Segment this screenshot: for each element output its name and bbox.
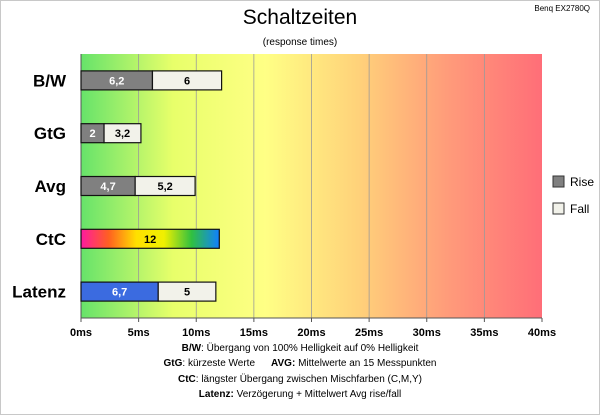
x-tick-label: 30ms [413,327,441,339]
footer-line-gtg-avg: GtG: kürzeste Werte AVG: Mittelwerte an 1… [0,358,600,369]
category-label: GtG [34,124,66,143]
bar-value-label: 2 [89,128,95,140]
legend-swatch-fall [552,202,565,215]
bar-value-label: 6 [184,75,190,87]
chart-title: Schaltzeiten [242,6,358,29]
x-tick-label: 0ms [70,327,92,339]
x-tick-label: 35ms [470,327,498,339]
category-label: B/W [33,71,67,90]
footer-gtg-text: : kürzeste Werte [182,358,256,369]
footer-latency-text: Verzögerung + Mittelwert Avg rise/fall [233,389,402,400]
fall-bar [134,175,196,197]
x-tick-label: 25ms [355,327,383,339]
legend-label-rise: Rise [570,175,594,189]
category-label: Avg [35,177,67,196]
chart-subtitle: (response times) [262,37,338,48]
footer-gtg-key: GtG [163,358,183,369]
x-tick-label: 40ms [528,327,556,339]
monitor-model: Benq EX2780Q [534,4,590,13]
legend-label-fall: Fall [570,202,589,216]
fall-bar [151,70,223,91]
footer-line-latency: Latenz: Verzögerung + Mittelwert Avg ris… [0,389,600,400]
footer-ctc-text: : längster Übergang zwischen Mischfarben… [195,374,422,385]
x-tick-label: 20ms [297,327,325,339]
x-tick-label: 10ms [182,327,210,339]
footer-line-ctc: CtC: längster Übergang zwischen Mischfar… [0,374,600,385]
bar-value-label: 4,7 [100,181,115,193]
ctc-bar [80,228,220,249]
footer-line-bw: B/W: Übergang von 100% Helligkeit auf 0%… [0,343,600,354]
footer-bw-text: : Übergang von 100% Helligkeit auf 0% He… [201,343,419,354]
footer-avg-text: Mittelwerte an 15 Messpunkten [295,358,437,369]
footer-avg-key: AVG: [271,358,296,369]
bar-value-label: 5,2 [157,181,172,193]
category-label: Latenz [12,283,66,302]
category-label: CtC [36,230,66,249]
bar-value-label: 12 [144,234,156,246]
fall-bar [157,281,217,302]
bar-value-label: 3,2 [115,128,130,140]
footer-ctc-key: CtC [178,374,196,385]
footer-latency-key: Latenz: [198,389,234,400]
bar-value-label: 6,2 [109,75,124,87]
footer-bw-key: B/W [181,343,202,354]
legend-swatch-rise [552,175,565,188]
x-tick-label: 5ms [128,327,150,339]
bar-value-label: 5 [184,287,190,299]
bar-value-label: 6,7 [112,287,127,299]
x-tick-label: 15ms [240,327,268,339]
fall-bar [103,123,142,144]
